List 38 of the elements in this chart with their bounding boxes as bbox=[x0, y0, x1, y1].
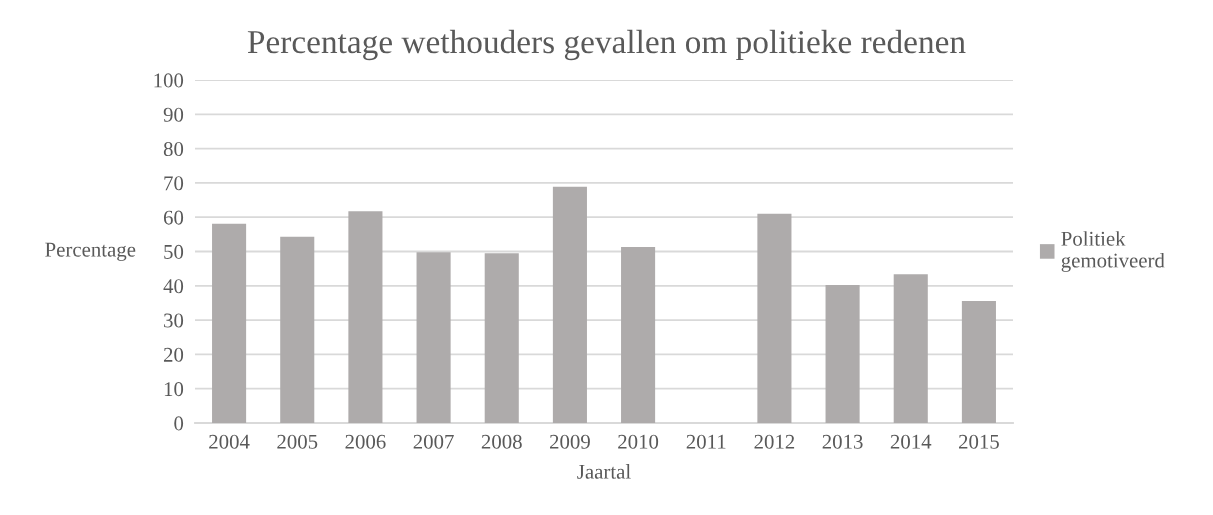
bar bbox=[416, 252, 451, 423]
x-tick-label: 2010 bbox=[618, 434, 659, 449]
y-tick-label: 60 bbox=[163, 210, 184, 225]
bar bbox=[961, 300, 996, 423]
y-tick-label: 40 bbox=[163, 279, 184, 294]
y-tick-label: 0 bbox=[174, 416, 184, 431]
bar bbox=[757, 213, 792, 423]
x-tick-label: 2015 bbox=[959, 434, 999, 449]
y-tick-label: 10 bbox=[164, 382, 184, 397]
y-tick-label: 100 bbox=[154, 73, 184, 88]
x-axis-title: Jaartal bbox=[577, 464, 631, 479]
x-tick-label: 2004 bbox=[209, 434, 250, 449]
bar bbox=[484, 253, 519, 423]
x-tick-label: 2014 bbox=[890, 434, 932, 449]
x-tick-label: 2012 bbox=[754, 434, 795, 449]
x-tick-label: 2013 bbox=[822, 434, 863, 449]
x-tick-label: 2011 bbox=[686, 434, 726, 449]
bar bbox=[552, 186, 587, 423]
x-tick-label: 2006 bbox=[345, 434, 386, 449]
y-axis-title: Percentage bbox=[45, 242, 136, 261]
x-tick-label: 2005 bbox=[277, 434, 318, 449]
bar bbox=[348, 211, 383, 423]
bar bbox=[212, 223, 247, 423]
y-tick-label: 70 bbox=[164, 176, 184, 191]
y-tick-label: 50 bbox=[164, 244, 184, 259]
bar bbox=[621, 247, 656, 423]
bar bbox=[280, 236, 315, 423]
chart-title: Percentage wethouders gevallen om politieke redenen bbox=[247, 29, 966, 61]
bar bbox=[825, 285, 860, 423]
x-tick-label: 2009 bbox=[550, 434, 590, 449]
y-tick-label: 90 bbox=[163, 107, 184, 122]
y-tick-label: 80 bbox=[163, 141, 184, 157]
x-tick-label: 2008 bbox=[481, 434, 522, 449]
bar bbox=[893, 274, 928, 423]
x-tick-label: 2007 bbox=[413, 434, 454, 449]
y-tick-label: 30 bbox=[164, 313, 184, 328]
legend-label: Politiek gemotiveerd bbox=[1061, 231, 1165, 272]
y-tick-label: 20 bbox=[163, 347, 184, 362]
